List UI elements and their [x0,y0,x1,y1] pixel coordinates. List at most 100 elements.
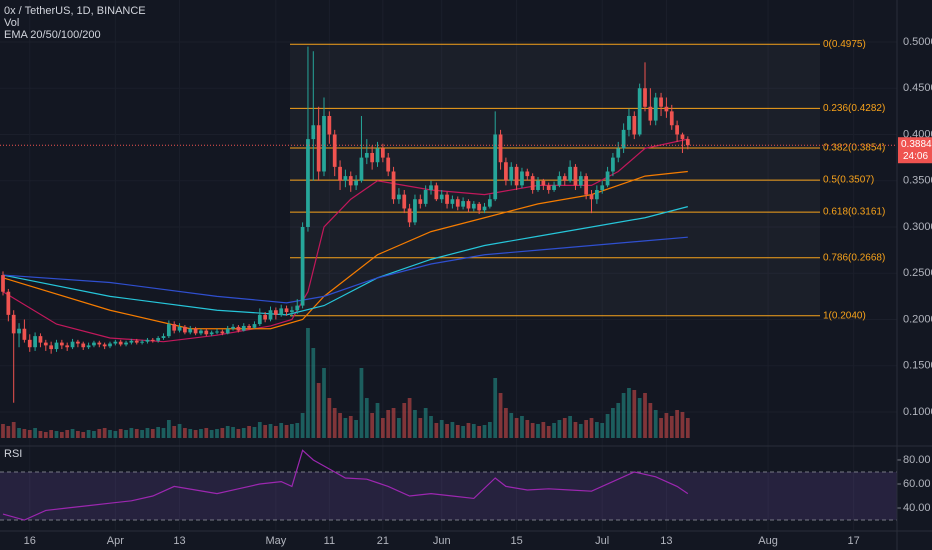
x-tick-label: 17 [848,535,860,547]
chart-title: 0x / TetherUS, 1D, BINANCE [4,5,146,17]
candle-body [354,180,358,186]
candle-body [616,148,621,158]
volume-bar [482,425,487,438]
ema-line [2,206,688,316]
volume-bar [290,424,294,438]
volume-bar [584,420,589,438]
candle-body [600,185,605,190]
candle-body [134,340,139,343]
volume-bar [54,431,59,438]
candle-body [322,115,326,172]
volume-bar [653,410,658,438]
last-price-label: 0.3884 [901,139,932,150]
volume-bar [370,413,375,438]
volume-bar [43,432,48,438]
x-tick-label: Jul [595,535,609,547]
candle-body [140,341,144,343]
fib-label: 0(0.4975) [823,39,866,50]
volume-bar [471,424,476,438]
candle-body [669,111,674,126]
ema-line [2,236,688,304]
x-tick-label: Aug [758,535,778,547]
volume-bar [1,424,5,438]
candle-body [193,328,198,334]
candle-body [17,328,21,334]
fib-label: 0.382(0.3854) [823,143,885,154]
volume-bar [434,423,439,438]
volume-bar [76,431,80,438]
volume-bar [199,429,203,438]
volume-bar [429,416,433,438]
volume-bar [118,429,123,438]
x-tick-label: 16 [24,535,36,547]
candle-body [209,332,214,335]
volume-bar [669,416,674,438]
volume-bar [413,410,417,438]
volume-bar [359,368,364,438]
volume-bar [188,429,193,438]
candle-body [685,139,690,146]
candle-body [498,134,503,163]
volume-bar [611,408,615,438]
candle-body [86,345,91,348]
volume-bar [643,393,647,438]
volume-bar [300,413,305,438]
candle-body [648,106,653,121]
candle-body [204,330,209,335]
volume-bar [530,423,535,438]
candle-body [439,194,444,200]
volume-bar [525,420,530,438]
candle-body [525,171,530,177]
volume-bar [193,430,198,438]
candle-body [225,328,230,334]
volume-bar [252,427,257,438]
volume-bar [263,425,268,438]
volume-label: Vol [4,17,19,29]
candle-body [466,201,471,209]
candle-body [471,203,476,209]
candle-body [295,305,300,311]
volume-bar [231,427,235,438]
candle-body [675,125,679,135]
volume-bar [632,390,637,438]
candle-body [375,148,380,163]
candle-body [659,97,663,107]
volume-bar [311,348,316,438]
volume-bar [22,429,27,438]
rsi-tick-label: 80.00 [903,454,931,466]
volume-bar [33,428,37,438]
volume-bar [509,413,514,438]
candle-body [418,199,423,204]
candle-body [43,342,48,346]
y-tick-label: 0.5000 [903,36,932,48]
volume-bar [477,426,482,438]
candle-body [594,189,599,200]
volume-bar [348,416,353,438]
volume-bar [407,398,412,438]
candle-body [279,308,284,315]
candle-body [113,341,118,344]
fib-label: 0.618(0.3161) [823,207,885,218]
volume-bar [557,420,562,438]
volume-bar [493,378,498,438]
fib-label: 1(0.2040) [823,310,866,321]
candle-body [1,275,5,292]
volume-bar [145,428,150,438]
volume-bar [38,431,43,438]
volume-bar [241,428,246,438]
candle-body [300,226,305,306]
x-tick-label: Apr [107,535,124,547]
volume-bar [562,418,567,438]
volume-bar [6,426,11,438]
volume-bar [418,418,423,438]
volume-bar [140,430,144,438]
rsi-tick-label: 40.00 [903,502,931,514]
candle-body [397,194,401,200]
x-tick-label: May [265,535,286,547]
volume-bar [70,429,75,438]
